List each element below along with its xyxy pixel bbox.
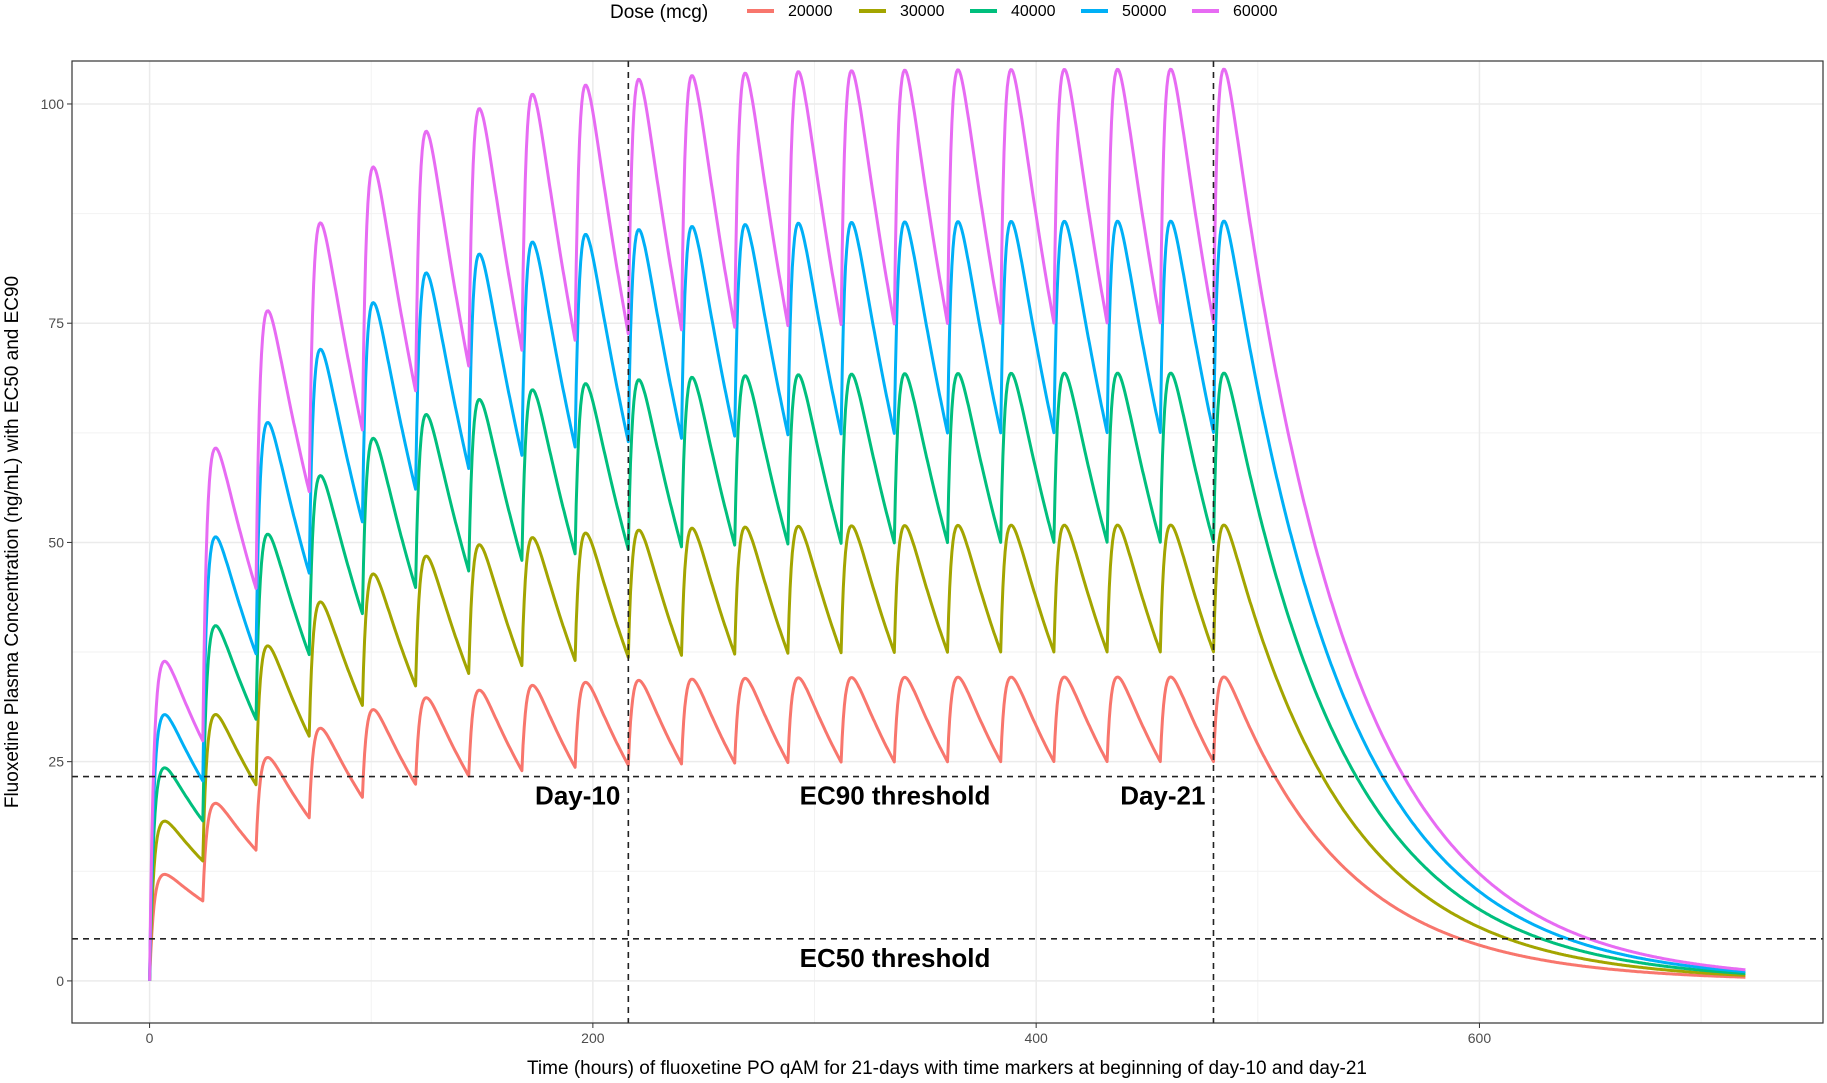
- y-tick-label: 0: [56, 973, 64, 989]
- series-line-60000: [148, 67, 1746, 981]
- reference-lines: EC90 threshold EC50 threshold Day-10 Day-21: [72, 61, 1823, 1023]
- series-line-30000: [148, 523, 1746, 981]
- day-21-label: Day-21: [1120, 781, 1205, 811]
- legend-label-60000: 60000: [1233, 3, 1278, 20]
- series-line-40000: [148, 371, 1746, 981]
- x-tick-label: 600: [1468, 1030, 1492, 1046]
- ec90-label: EC90 threshold: [800, 781, 991, 811]
- y-tick-label: 100: [41, 96, 65, 112]
- legend-label-50000: 50000: [1122, 3, 1167, 20]
- series-lines: [148, 67, 1746, 981]
- legend-label-40000: 40000: [1011, 3, 1056, 20]
- x-tick-label: 200: [581, 1030, 605, 1046]
- legend-label-20000: 20000: [788, 3, 833, 20]
- x-tick-label: 0: [146, 1030, 154, 1046]
- legend: Dose (mcg) 20000 30000 40000 50000 60000: [610, 2, 1278, 23]
- y-axis-title: Fluoxetine Plasma Concentration (ng/mL) …: [2, 276, 23, 808]
- y-tick-label: 75: [48, 315, 64, 331]
- x-axis-title: Time (hours) of fluoxetine PO qAM for 21…: [527, 1058, 1367, 1079]
- x-tick-label: 400: [1024, 1030, 1048, 1046]
- legend-title: Dose (mcg): [610, 2, 708, 23]
- series-line-20000: [148, 675, 1746, 981]
- legend-label-30000: 30000: [900, 3, 945, 20]
- ticks: 0 200 400 600 0 25 50 75 100: [41, 96, 1492, 1046]
- ec50-label: EC50 threshold: [800, 943, 991, 973]
- series-line-50000: [148, 219, 1746, 981]
- panel-border: [71, 60, 1824, 1024]
- y-tick-label: 25: [48, 754, 64, 770]
- day-10-label: Day-10: [535, 781, 620, 811]
- y-tick-label: 50: [48, 534, 64, 550]
